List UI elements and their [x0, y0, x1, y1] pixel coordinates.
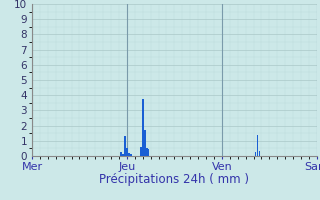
Bar: [146, 148, 148, 156]
Bar: [140, 147, 141, 156]
Bar: [148, 149, 149, 156]
Bar: [130, 154, 132, 156]
Bar: [122, 154, 124, 156]
Bar: [255, 152, 256, 156]
Bar: [142, 99, 144, 156]
Bar: [128, 153, 130, 156]
Bar: [259, 151, 260, 156]
X-axis label: Précipitations 24h ( mm ): Précipitations 24h ( mm ): [100, 173, 249, 186]
Bar: [257, 135, 258, 156]
Bar: [124, 136, 126, 156]
Bar: [120, 152, 122, 156]
Bar: [144, 130, 146, 156]
Bar: [126, 148, 128, 156]
